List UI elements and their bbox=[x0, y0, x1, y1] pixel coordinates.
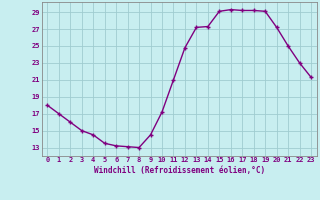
X-axis label: Windchill (Refroidissement éolien,°C): Windchill (Refroidissement éolien,°C) bbox=[94, 166, 265, 175]
